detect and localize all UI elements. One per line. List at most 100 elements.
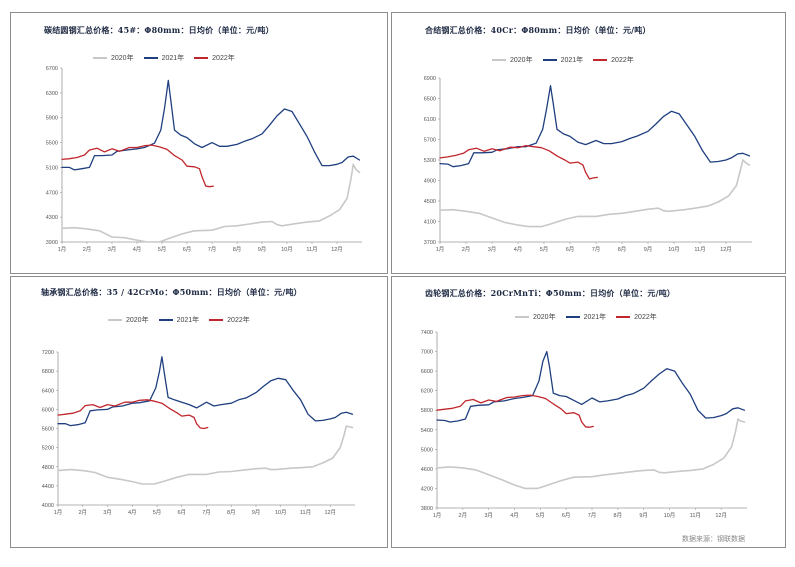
x-tick-label: 6月 [566, 246, 575, 253]
y-tick-label: 5400 [421, 428, 433, 434]
series-line-2020 [57, 425, 354, 485]
x-tick-label: 12月 [715, 512, 727, 519]
series-line-2020 [436, 418, 746, 490]
x-tick-label: 6月 [562, 512, 571, 519]
x-tick-label: 5月 [540, 246, 549, 253]
legend-label: 2022年 [212, 55, 235, 62]
series-line-2022 [439, 144, 598, 180]
series-line-2020 [61, 163, 361, 243]
x-tick-label: 6月 [183, 246, 192, 253]
legend-swatch [93, 57, 107, 59]
chart-legend: 2020年 2021年 2022年 [515, 312, 657, 322]
y-tick-label: 7000 [421, 350, 433, 356]
legend-item-2020: 2020年 [108, 315, 149, 325]
series-line-2021 [436, 350, 746, 423]
series-line-2021 [57, 356, 354, 427]
x-tick-label: 4月 [514, 246, 523, 253]
chart-legend: 2020年 2021年 2022年 [93, 53, 235, 63]
legend-swatch [616, 316, 631, 318]
x-tick-label: 1月 [58, 246, 67, 253]
x-tick-label: 9月 [644, 246, 653, 253]
x-tick-label: 3月 [484, 512, 493, 519]
series-line-2021 [439, 85, 751, 168]
legend-swatch [565, 316, 580, 318]
x-tick-label: 1月 [436, 246, 445, 253]
x-tick-label: 7月 [592, 246, 601, 253]
y-tick-label: 4200 [421, 486, 433, 492]
legend-item-2021: 2021年 [542, 55, 583, 65]
y-tick-label: 5900 [46, 116, 58, 122]
x-tick-label: 7月 [202, 509, 211, 516]
chart-legend: 2020年 2021年 2022年 [108, 315, 250, 325]
x-tick-label: 11月 [690, 512, 701, 519]
y-tick-label: 5800 [421, 408, 433, 414]
data-source-note: 数据来源：钢联数据 [682, 535, 745, 543]
y-tick-label: 6300 [46, 91, 58, 97]
y-tick-label: 6700 [46, 66, 58, 72]
y-tick-label: 6600 [421, 369, 433, 375]
y-tick-label: 6200 [421, 389, 433, 395]
x-tick-label: 8月 [233, 246, 242, 253]
y-tick-label: 4700 [46, 190, 58, 196]
y-tick-label: 4100 [424, 220, 436, 226]
x-tick-label: 7月 [588, 512, 597, 519]
x-tick-label: 4月 [133, 246, 142, 253]
y-tick-label: 3800 [421, 506, 433, 512]
legend-item-2021: 2021年 [565, 312, 607, 322]
y-tick-label: 6400 [42, 388, 54, 394]
legend-swatch [108, 319, 122, 321]
y-tick-label: 4600 [421, 467, 433, 473]
legend-label: 2022年 [611, 57, 634, 64]
legend-swatch [143, 57, 158, 59]
x-tick-label: 9月 [252, 509, 261, 516]
x-tick-label: 10月 [664, 512, 676, 519]
y-tick-label: 5100 [46, 165, 58, 171]
series-line-2022 [436, 394, 594, 428]
x-tick-label: 1月 [54, 509, 63, 516]
y-tick-label: 4900 [424, 179, 436, 185]
x-tick-label: 5月 [158, 246, 167, 253]
chart-panel-3: 轴承钢汇总价格：35 / 42CrMo：Φ50mm：日均价（单位：元/吨） 20… [10, 276, 388, 548]
legend-label: 2021年 [583, 314, 607, 321]
y-tick-label: 4800 [42, 465, 54, 471]
legend-item-2020: 2020年 [492, 55, 533, 65]
x-tick-label: 2月 [462, 246, 471, 253]
x-tick-label: 4月 [128, 509, 137, 516]
y-tick-label: 4400 [42, 484, 54, 490]
legend-swatch [209, 319, 224, 321]
legend-label: 2020年 [111, 55, 134, 62]
y-tick-label: 6500 [424, 97, 436, 103]
legend-swatch [194, 57, 209, 59]
legend-label: 2021年 [161, 55, 185, 62]
chart-title: 齿轮钢汇总价格：20CrMnTi：Φ50mm：日均价（单位：元/吨） [425, 288, 676, 298]
legend-swatch [515, 316, 529, 318]
x-tick-label: 11月 [306, 246, 317, 253]
x-tick-label: 3月 [488, 246, 497, 253]
y-tick-label: 4500 [424, 199, 436, 205]
y-tick-label: 5700 [424, 138, 436, 144]
x-tick-label: 8月 [227, 509, 236, 516]
legend-swatch [158, 319, 173, 321]
x-tick-label: 2月 [83, 246, 92, 253]
x-tick-label: 3月 [108, 246, 117, 253]
legend-item-2021: 2021年 [143, 53, 185, 63]
x-tick-label: 6月 [177, 509, 186, 516]
y-tick-label: 5300 [424, 158, 436, 164]
x-tick-label: 12月 [720, 246, 732, 253]
legend-label: 2020年 [510, 57, 533, 64]
y-tick-label: 4000 [42, 503, 54, 509]
y-tick-label: 5000 [421, 447, 433, 453]
x-tick-label: 2月 [459, 512, 468, 519]
legend-swatch [492, 59, 506, 61]
x-tick-label: 8月 [618, 246, 627, 253]
y-tick-label: 5500 [46, 141, 58, 147]
x-tick-label: 8月 [614, 512, 623, 519]
y-tick-label: 5200 [42, 446, 54, 452]
chart-title: 合结钢汇总价格：40Cr：Φ80mm：日均价（单位：元/吨） [425, 25, 651, 35]
chart-panel-4: 齿轮钢汇总价格：20CrMnTi：Φ50mm：日均价（单位：元/吨） 2020年… [391, 276, 786, 548]
y-tick-label: 7200 [42, 350, 54, 356]
x-tick-label: 10月 [275, 509, 287, 516]
